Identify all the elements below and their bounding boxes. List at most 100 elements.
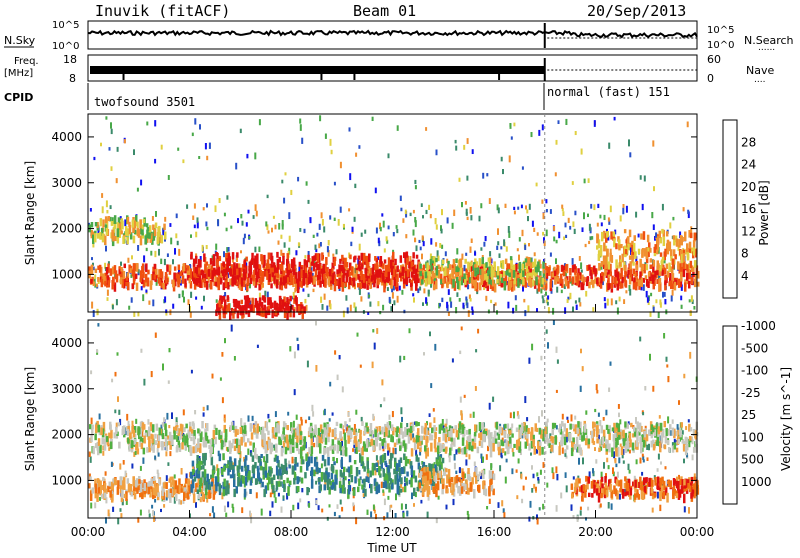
scatter-cell [528,358,530,364]
band-0-cell [598,263,601,271]
scatter-cell [372,329,374,332]
scatter-cell [655,299,657,303]
scatter-cell [666,364,668,367]
band-0-cell [619,273,622,279]
scatter-cell [349,127,351,131]
band-2-cell [287,425,290,430]
band-1-cell [339,481,342,488]
scatter-cell [165,451,167,456]
band-3-cell [522,279,525,286]
band-0-cell [592,280,595,288]
scatter-cell [195,297,197,300]
band-3-cell [479,258,482,266]
scatter-cell [594,409,596,412]
scatter-cell [592,307,594,311]
nave-tick-low: 0 [707,72,714,85]
scatter-cell [638,234,640,238]
band-0-cell [635,282,638,291]
scatter-cell [480,203,482,208]
cpid-segment-2: normal (fast) 151 [547,85,670,99]
band-1-cell [293,478,296,485]
band-4-cell [125,226,128,236]
scatter-cell [430,214,432,218]
scatter-cell [190,234,192,238]
scatter-cell [90,208,92,212]
band-1-cell [215,482,218,491]
scatter-cell [662,292,664,298]
band-1-cell [288,464,291,468]
colorbar-frame [723,120,737,298]
scatter-cell [120,262,122,266]
band-2-cell [227,295,230,300]
scatter-cell [182,290,184,297]
band-1-cell [211,457,214,466]
freq-tick-low: 8 [69,72,76,85]
band-1-cell [375,482,378,486]
band-0-cell [184,487,187,491]
scatter-cell [194,118,196,124]
scatter-cell [471,239,473,243]
band-1-cell [364,489,367,497]
scatter-cell [301,488,303,492]
scatter-cell [610,362,612,366]
scatter-cell [111,129,113,134]
scatter-cell [461,202,463,207]
band-1-cell [292,265,295,273]
band-2-cell [396,431,399,437]
band-1-cell [407,459,410,464]
scatter-cell [604,303,606,309]
nave-marker: .... [754,75,765,85]
band-0-cell [189,278,192,283]
scatter-cell [465,491,467,494]
scatter-cell [293,421,295,428]
band-3-cell [455,258,458,263]
scatter-cell [320,297,322,303]
freq-band-twofsound [90,66,545,74]
scatter-cell [151,505,153,509]
scatter-cell [629,289,631,296]
scatter-cell [573,476,575,479]
scatter-cell [155,333,157,338]
scatter-cell [379,437,381,441]
band-1-cell [358,261,361,266]
scatter-cell [539,507,541,510]
scatter-cell [497,228,499,235]
band-2-cell [248,298,251,303]
scatter-cell [267,414,269,419]
scatter-cell [599,439,601,444]
scatter-cell [565,472,567,478]
band-0-cell [160,269,163,278]
scatter-cell [558,120,560,124]
scatter-cell [315,481,317,485]
band-2-cell [685,446,688,455]
band-5-cell [689,242,692,249]
band-4-cell [102,233,105,242]
scatter-cell [183,297,185,303]
scatter-cell [515,305,517,311]
y-tick-label: 1000 [51,267,82,281]
scatter-cell [91,257,93,260]
scatter-cell [288,212,290,219]
scatter-cell [377,301,379,306]
band-0-cell [147,270,150,275]
date-title: 20/Sep/2013 [587,2,686,20]
scatter-cell [610,249,612,253]
band-2-cell [404,443,407,448]
scatter-cell [209,513,211,516]
scatter-cell [587,214,589,217]
scatter-cell [105,471,107,475]
scatter-cell [672,217,674,220]
band-1-cell [323,274,326,280]
scatter-cell [117,147,119,152]
scatter-cell [397,296,399,303]
scatter-cell [600,503,602,507]
band-5-cell [684,232,687,242]
scatter-cell [110,122,112,128]
scatter-cell [227,502,229,508]
band-2-cell [281,448,284,456]
band-0-cell [658,283,661,292]
scatter-cell [428,205,430,210]
scatter-cell [178,499,180,504]
scatter-cell [585,291,587,297]
band-1-cell [329,269,332,276]
